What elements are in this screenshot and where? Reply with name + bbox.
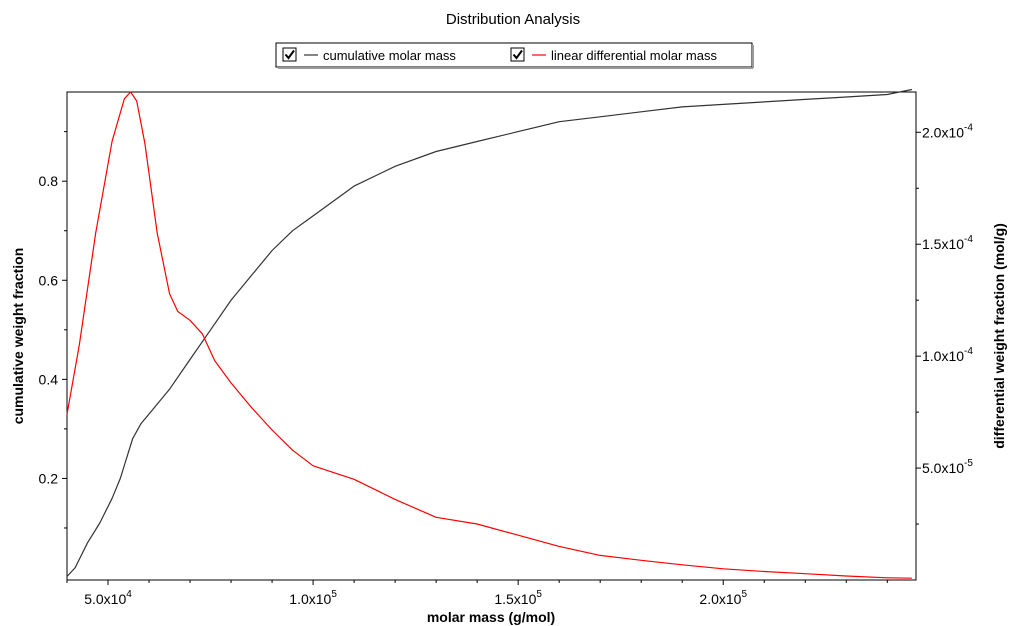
y-right-tick-label-mantissa: 5.0x10 — [922, 460, 964, 476]
x-tick-label-mantissa: 1.0x10 — [289, 591, 331, 607]
y-right-tick-label-mantissa: 1.0x10 — [922, 348, 964, 364]
x-tick-label: 1.5x105 — [494, 589, 542, 607]
legend-label-cumulative: cumulative molar mass — [323, 48, 456, 63]
x-tick-label: 2.0x105 — [699, 589, 747, 607]
plot-area — [66, 91, 917, 581]
y-right-tick-label-exponent: -4 — [964, 346, 973, 357]
x-tick-label: 1.0x105 — [289, 589, 337, 607]
legend-item-differential[interactable]: linear differential molar mass — [510, 47, 717, 63]
y-left-tick-label: 0.8 — [39, 173, 59, 189]
checkmark-icon — [512, 49, 523, 60]
y-left-tick-label: 0.2 — [39, 470, 59, 486]
series-line-differential — [66, 91, 912, 579]
y-right-tick-label-mantissa: 2.0x10 — [922, 124, 964, 140]
x-tick-label-mantissa: 2.0x10 — [699, 591, 741, 607]
x-axis: 5.0x104 1.0x105 1.5x105 2.0x105 — [66, 580, 888, 607]
y-right-tick-label-exponent: -4 — [964, 122, 973, 133]
y-right-tick-label: 1.0x10-4 — [922, 346, 973, 364]
y-right-tick-label: 1.5x10-4 — [922, 234, 973, 252]
series-group — [66, 88, 913, 579]
y-right-tick-label-exponent: -5 — [964, 458, 973, 469]
y-axis-right-label: differential weight fraction (mol/g) — [991, 223, 1007, 449]
x-tick-label: 5.0x104 — [84, 589, 132, 607]
series-line-cumulative — [66, 88, 913, 577]
y-left-tick-label: 0.6 — [39, 272, 59, 288]
checkmark-icon — [284, 49, 295, 60]
x-tick-label-exponent: 5 — [536, 589, 542, 600]
y-axis-left: 0.2 0.4 0.6 0.8 — [39, 131, 67, 529]
legend-checkbox-cumulative[interactable] — [282, 47, 297, 62]
x-axis-label: molar mass (g/mol) — [427, 609, 555, 625]
legend-checkbox-differential[interactable] — [510, 47, 525, 62]
y-axis-right: 5.0x10-51.0x10-41.5x10-42.0x10-4 — [916, 122, 973, 525]
x-tick-label-exponent: 5 — [741, 589, 747, 600]
legend-item-cumulative[interactable]: cumulative molar mass — [282, 47, 456, 63]
y-right-tick-label: 5.0x10-5 — [922, 458, 973, 476]
y-right-tick-label: 2.0x10-4 — [922, 122, 973, 140]
y-right-tick-label-mantissa: 1.5x10 — [922, 236, 964, 252]
chart-title: Distribution Analysis — [446, 11, 580, 28]
y-left-tick-label: 0.4 — [39, 371, 59, 387]
legend: cumulative molar mass linear differentia… — [275, 42, 754, 69]
y-axis-left-label: cumulative weight fraction — [10, 248, 26, 425]
x-tick-label-exponent: 4 — [126, 589, 132, 600]
x-tick-label-mantissa: 5.0x10 — [84, 591, 126, 607]
y-right-tick-label-exponent: -4 — [964, 234, 973, 245]
legend-label-differential: linear differential molar mass — [551, 48, 717, 63]
x-tick-label-exponent: 5 — [331, 589, 337, 600]
x-tick-label-mantissa: 1.5x10 — [494, 591, 536, 607]
